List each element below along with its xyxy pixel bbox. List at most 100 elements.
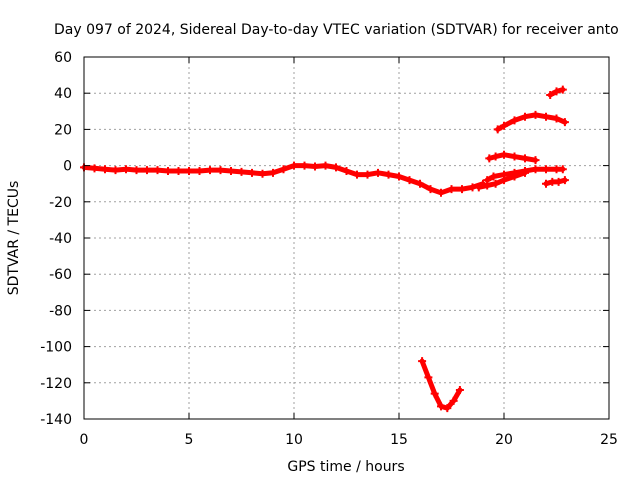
data-point [153,166,162,175]
data-point [531,156,540,165]
y-axis-label: SDTVAR / TECUs [6,181,22,296]
grid-layer [84,57,609,419]
y-tick-label: -60 [49,267,72,283]
series-cluster-lower [474,168,529,192]
series-deep-dip [418,357,464,413]
y-tick-label: 60 [54,50,72,66]
x-tick-label: 10 [285,432,303,448]
data-point [143,166,151,175]
data-point [384,170,393,179]
data-point [321,161,330,170]
data-point [554,177,563,186]
data-point [510,152,519,161]
data-point [531,165,540,174]
data-point [447,185,456,194]
data-point [560,176,569,185]
data-point [101,165,109,174]
data-point [269,168,277,177]
data-point [493,125,502,134]
data-point [311,162,319,171]
y-tick-label: 20 [54,122,72,138]
x-tick-label: 5 [185,432,194,448]
chart-title: Day 097 of 2024, Sidereal Day-to-day VTE… [54,22,619,38]
data-point [111,166,120,175]
y-tick-label: 0 [63,159,72,175]
data-point [206,166,214,175]
y-tick-label: 40 [54,86,72,102]
data-point [552,114,561,123]
data-point [416,179,424,188]
data-point [405,176,414,185]
data-point [546,91,555,100]
data-point [455,386,464,395]
x-tick-label: 20 [495,432,513,448]
data-point [500,176,508,185]
data-point [560,118,569,127]
series-top-segment [546,85,567,100]
data-point [90,164,99,173]
series-arc-near-zero [485,150,540,165]
data-point [500,121,508,130]
series-upper-arc [493,110,569,134]
data-point [342,167,351,176]
data-point [510,172,519,181]
data-point [185,167,193,176]
x-tick-label: 0 [80,432,89,448]
series-line [495,112,568,132]
y-tick-label: -100 [40,340,72,356]
data-point [395,172,403,181]
data-point [122,165,130,174]
data-point [290,161,298,170]
data-point [195,167,204,176]
data-point [353,170,361,179]
x-tick-label: 15 [390,432,408,448]
data-point [164,167,172,176]
data-point [500,150,508,159]
data-point [521,168,529,177]
data-point [132,166,141,175]
data-point [489,172,498,181]
data-point [437,402,445,411]
data-point [458,185,466,194]
data-point [558,85,567,94]
data-point [258,169,267,178]
data-point [227,167,235,176]
data-point [542,112,550,121]
data-point [542,179,550,188]
data-point [300,161,309,170]
data-point [374,168,382,177]
data-point [542,165,550,174]
data-point [491,152,500,161]
series-right-low-segment [542,176,569,188]
y-tick-label: -20 [49,195,72,211]
data-point [521,112,529,121]
x-axis-label: GPS time / hours [287,459,404,475]
data-point [552,87,561,96]
tick-layer: -140 -120 -100 -80 -60 -40 -20 0 20 40 60 0 5 10 15 20 2… [40,50,618,448]
data-point [485,154,494,163]
y-tick-label: -120 [40,376,72,392]
y-tick-label: -80 [49,303,72,319]
data-point [418,357,427,366]
y-tick-label: -140 [40,412,72,428]
data-point [430,389,439,398]
data-point [332,163,340,172]
data-point [437,188,445,197]
data-point [474,183,483,192]
x-tick-label: 25 [600,432,618,448]
data-point [558,165,567,174]
data-point [174,167,183,176]
data-point [216,166,225,175]
data-point [279,165,288,174]
data-point [491,179,500,188]
data-point [237,167,246,176]
data-point [531,110,540,119]
data-point [424,373,433,382]
data-point [449,396,458,405]
series-layer [80,85,569,413]
data-point [248,168,256,177]
data-point [521,154,529,163]
y-tick-label: -40 [49,231,72,247]
data-point [483,181,492,190]
